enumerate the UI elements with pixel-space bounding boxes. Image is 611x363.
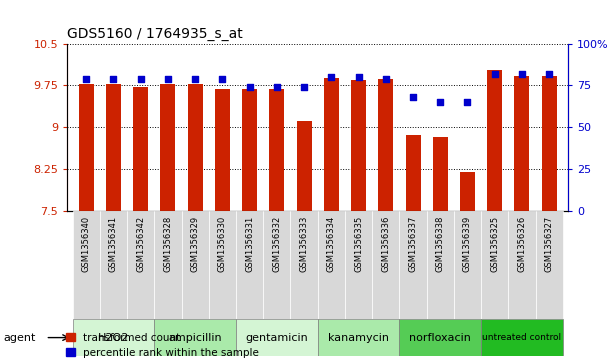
FancyBboxPatch shape xyxy=(481,211,508,319)
FancyBboxPatch shape xyxy=(290,211,318,319)
FancyBboxPatch shape xyxy=(127,211,155,319)
Bar xyxy=(106,83,121,211)
FancyBboxPatch shape xyxy=(318,211,345,319)
Text: GSM1356341: GSM1356341 xyxy=(109,216,118,272)
Bar xyxy=(215,89,230,211)
FancyBboxPatch shape xyxy=(318,319,400,356)
Point xyxy=(163,76,173,82)
Text: GSM1356336: GSM1356336 xyxy=(381,216,390,272)
Bar xyxy=(487,70,502,211)
Point xyxy=(81,76,91,82)
FancyBboxPatch shape xyxy=(236,319,318,356)
Text: ampicillin: ampicillin xyxy=(169,333,222,343)
FancyBboxPatch shape xyxy=(426,211,454,319)
Text: GSM1356327: GSM1356327 xyxy=(544,216,554,272)
Text: kanamycin: kanamycin xyxy=(328,333,389,343)
Text: GSM1356334: GSM1356334 xyxy=(327,216,336,272)
Text: GSM1356333: GSM1356333 xyxy=(299,216,309,272)
Point xyxy=(326,74,336,80)
Bar xyxy=(433,137,448,211)
Legend: transformed count, percentile rank within the sample: transformed count, percentile rank withi… xyxy=(67,333,259,358)
Text: GSM1356342: GSM1356342 xyxy=(136,216,145,272)
Text: GSM1356338: GSM1356338 xyxy=(436,216,445,272)
FancyBboxPatch shape xyxy=(345,211,372,319)
Text: GSM1356328: GSM1356328 xyxy=(164,216,172,272)
FancyBboxPatch shape xyxy=(236,211,263,319)
Bar xyxy=(406,135,420,211)
FancyBboxPatch shape xyxy=(536,211,563,319)
Point xyxy=(354,74,364,80)
Bar xyxy=(542,76,557,211)
Text: norfloxacin: norfloxacin xyxy=(409,333,471,343)
Point xyxy=(381,76,390,82)
FancyBboxPatch shape xyxy=(73,319,155,356)
Point xyxy=(544,71,554,77)
Bar xyxy=(514,76,529,211)
Point xyxy=(245,84,255,90)
Text: GSM1356325: GSM1356325 xyxy=(490,216,499,272)
Bar xyxy=(133,87,148,211)
Bar xyxy=(79,83,93,211)
FancyBboxPatch shape xyxy=(372,211,400,319)
Bar xyxy=(242,89,257,211)
FancyBboxPatch shape xyxy=(481,319,563,356)
FancyBboxPatch shape xyxy=(400,319,481,356)
Text: GSM1356340: GSM1356340 xyxy=(82,216,91,272)
FancyBboxPatch shape xyxy=(263,211,290,319)
Bar xyxy=(324,78,339,211)
Text: GSM1356331: GSM1356331 xyxy=(245,216,254,272)
Bar xyxy=(296,122,312,211)
FancyBboxPatch shape xyxy=(508,211,536,319)
Text: gentamicin: gentamicin xyxy=(246,333,309,343)
Point xyxy=(299,84,309,90)
FancyBboxPatch shape xyxy=(155,211,181,319)
Text: GSM1356326: GSM1356326 xyxy=(518,216,527,272)
FancyBboxPatch shape xyxy=(73,211,100,319)
Point xyxy=(517,71,527,77)
FancyBboxPatch shape xyxy=(209,211,236,319)
Text: GSM1356329: GSM1356329 xyxy=(191,216,200,272)
Bar xyxy=(161,83,175,211)
Point xyxy=(490,71,500,77)
Text: GSM1356332: GSM1356332 xyxy=(273,216,282,272)
Point xyxy=(109,76,119,82)
Point xyxy=(463,99,472,105)
Bar xyxy=(351,80,366,211)
FancyBboxPatch shape xyxy=(181,211,209,319)
Point xyxy=(190,76,200,82)
Bar xyxy=(460,172,475,211)
FancyBboxPatch shape xyxy=(100,211,127,319)
Point xyxy=(436,99,445,105)
Point xyxy=(136,76,145,82)
Text: GSM1356339: GSM1356339 xyxy=(463,216,472,272)
Point xyxy=(218,76,227,82)
Bar xyxy=(188,83,203,211)
Bar xyxy=(378,79,393,211)
Text: GSM1356330: GSM1356330 xyxy=(218,216,227,272)
Point xyxy=(408,94,418,100)
Bar xyxy=(269,89,284,211)
Text: GSM1356337: GSM1356337 xyxy=(409,216,417,272)
Point xyxy=(272,84,282,90)
Text: H2O2: H2O2 xyxy=(98,333,129,343)
Text: untreated control: untreated control xyxy=(482,333,562,342)
Text: GDS5160 / 1764935_s_at: GDS5160 / 1764935_s_at xyxy=(67,27,243,41)
FancyBboxPatch shape xyxy=(155,319,236,356)
FancyBboxPatch shape xyxy=(400,211,426,319)
FancyBboxPatch shape xyxy=(454,211,481,319)
Text: agent: agent xyxy=(3,333,35,343)
Text: GSM1356335: GSM1356335 xyxy=(354,216,363,272)
